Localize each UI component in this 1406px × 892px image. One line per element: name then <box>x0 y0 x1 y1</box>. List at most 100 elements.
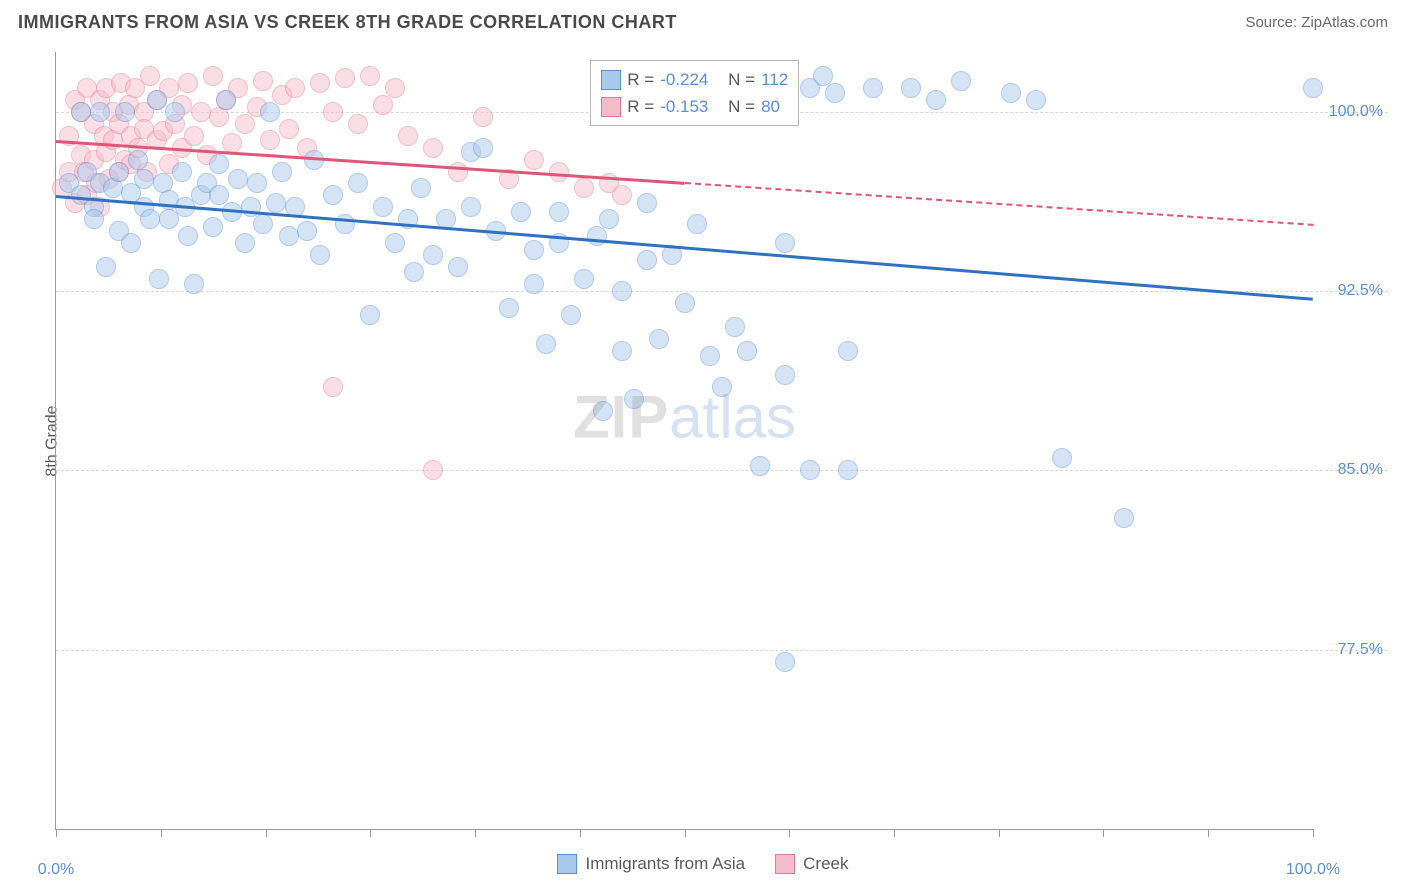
watermark-zip: ZIP <box>573 384 669 451</box>
legend-swatch <box>557 854 577 874</box>
data-point <box>260 130 280 150</box>
data-point <box>561 305 581 325</box>
data-point <box>838 341 858 361</box>
legend-r-value: -0.153 <box>660 93 722 120</box>
data-point <box>203 217 223 237</box>
x-tick <box>475 829 476 837</box>
x-tick <box>894 829 895 837</box>
data-point <box>593 401 613 421</box>
y-tick-label: 92.5% <box>1323 282 1383 300</box>
legend-item: Immigrants from Asia <box>557 854 745 874</box>
data-point <box>360 305 380 325</box>
x-tick <box>56 829 57 837</box>
chart-container: 8th Grade ZIPatlas R =-0.224N =112R =-0.… <box>55 52 1388 830</box>
data-point <box>411 178 431 198</box>
data-point <box>222 133 242 153</box>
grid-line <box>56 650 1388 651</box>
data-point <box>323 102 343 122</box>
trend-line <box>684 182 1313 226</box>
x-tick <box>1103 829 1104 837</box>
data-point <box>737 341 757 361</box>
data-point <box>775 365 795 385</box>
data-point <box>203 66 223 86</box>
data-point <box>637 250 657 270</box>
legend-r-value: -0.224 <box>660 66 722 93</box>
x-tick <box>999 829 1000 837</box>
data-point <box>147 90 167 110</box>
data-point <box>134 169 154 189</box>
data-point <box>310 245 330 265</box>
data-point <box>524 150 544 170</box>
data-point <box>404 262 424 282</box>
x-tick <box>266 829 267 837</box>
data-point <box>165 102 185 122</box>
data-point <box>1303 78 1323 98</box>
data-point <box>253 214 273 234</box>
data-point <box>524 274 544 294</box>
data-point <box>191 102 211 122</box>
data-point <box>649 329 669 349</box>
data-point <box>461 197 481 217</box>
data-point <box>423 460 443 480</box>
x-tick <box>580 829 581 837</box>
data-point <box>209 154 229 174</box>
legend-row: R =-0.224N =112 <box>601 66 788 93</box>
data-point <box>423 138 443 158</box>
watermark-atlas: atlas <box>669 384 796 451</box>
data-point <box>499 298 519 318</box>
legend-swatch <box>601 70 621 90</box>
y-tick-label: 100.0% <box>1323 103 1383 121</box>
data-point <box>825 83 845 103</box>
data-point <box>1052 448 1072 468</box>
x-tick <box>1313 829 1314 837</box>
data-point <box>775 652 795 672</box>
data-point <box>109 162 129 182</box>
data-point <box>549 162 569 182</box>
data-point <box>473 107 493 127</box>
data-point <box>423 245 443 265</box>
data-point <box>951 71 971 91</box>
legend-swatch <box>775 854 795 874</box>
data-point <box>228 169 248 189</box>
data-point <box>96 257 116 277</box>
data-point <box>385 233 405 253</box>
data-point <box>700 346 720 366</box>
data-point <box>260 102 280 122</box>
correlation-legend: R =-0.224N =112R =-0.153N =80 <box>590 60 799 126</box>
data-point <box>184 274 204 294</box>
y-tick-label: 85.0% <box>1323 461 1383 479</box>
data-point <box>172 162 192 182</box>
x-tick <box>685 829 686 837</box>
data-point <box>247 173 267 193</box>
data-point <box>279 119 299 139</box>
plot-area: ZIPatlas R =-0.224N =112R =-0.153N =80 7… <box>55 52 1313 830</box>
data-point <box>1026 90 1046 110</box>
data-point <box>926 90 946 110</box>
data-point <box>266 193 286 213</box>
legend-label: Creek <box>803 854 848 874</box>
data-point <box>448 257 468 277</box>
series-legend: Immigrants from Asia Creek <box>0 854 1406 874</box>
data-point <box>149 269 169 289</box>
data-point <box>71 102 91 122</box>
legend-n-label: N = <box>728 93 755 120</box>
data-point <box>612 341 632 361</box>
source-label: Source: ZipAtlas.com <box>1245 14 1388 31</box>
data-point <box>121 233 141 253</box>
data-point <box>725 317 745 337</box>
legend-n-label: N = <box>728 66 755 93</box>
data-point <box>536 334 556 354</box>
legend-swatch <box>601 97 621 117</box>
data-point <box>178 226 198 246</box>
legend-row: R =-0.153N =80 <box>601 93 788 120</box>
data-point <box>901 78 921 98</box>
legend-item: Creek <box>775 854 848 874</box>
data-point <box>800 460 820 480</box>
x-tick <box>161 829 162 837</box>
data-point <box>285 78 305 98</box>
grid-line <box>56 470 1388 471</box>
data-point <box>838 460 858 480</box>
data-point <box>587 226 607 246</box>
data-point <box>687 214 707 234</box>
data-point <box>178 73 198 93</box>
